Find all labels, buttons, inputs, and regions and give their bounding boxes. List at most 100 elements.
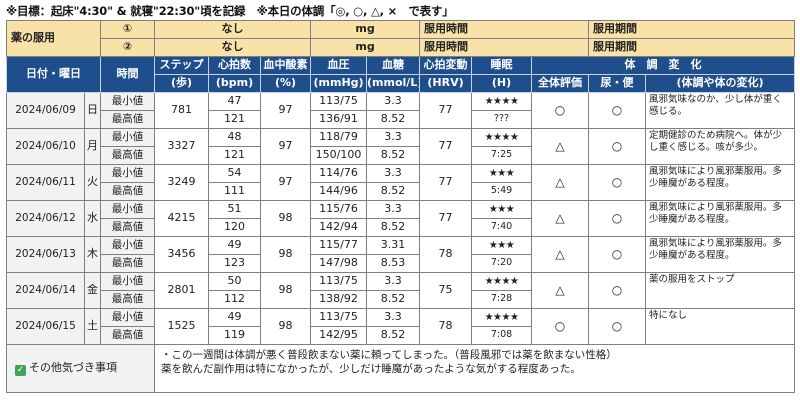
condition-memo: 特になし [645, 308, 796, 345]
sleep-stars: ★★★★ [471, 128, 533, 147]
day-of-week: 月 [84, 128, 101, 165]
day-of-week: 水 [84, 200, 101, 237]
spo2-value: 97 [259, 128, 312, 165]
heart-rate-max: 121 [208, 110, 261, 129]
sleep-stars: ★★★★ [471, 272, 533, 291]
condition-memo: 風邪気味により風邪薬服用。多少睡魔がある程度。 [645, 236, 796, 273]
day-date: 2024/06/15 [6, 308, 85, 345]
heart-rate-min: 49 [208, 308, 261, 327]
sleep-stars: ★★★ [471, 164, 533, 183]
blood-pressure-max: 150/100 [310, 146, 368, 165]
heart-rate-max: 120 [208, 218, 261, 237]
day-date: 2024/06/09 [6, 92, 85, 129]
day-of-week: 火 [84, 164, 101, 201]
header-glucose-unit: (mmol/L) [366, 74, 421, 93]
sleep-stars: ★★★★ [471, 308, 533, 327]
day-date: 2024/06/10 [6, 128, 85, 165]
header-condition-title: 体 調 変 化 [531, 56, 796, 75]
header-hrv: 心拍変動 [419, 56, 473, 75]
blood-pressure-min: 115/76 [310, 200, 368, 219]
steps-value: 3456 [154, 236, 209, 273]
blood-pressure-max: 142/94 [310, 218, 368, 237]
sleep-duration: ??? [471, 110, 533, 129]
header-row-2: (歩) (bpm) (%) (mmHg) (mmol/L) (HRV) (H) … [7, 74, 796, 93]
min-label: 最小値 [100, 200, 155, 219]
glucose-min: 3.3 [366, 128, 421, 147]
glucose-max: 8.52 [366, 146, 421, 165]
glucose-max: 8.52 [366, 326, 421, 345]
min-label: 最小値 [100, 272, 155, 291]
day-date: 2024/06/13 [6, 236, 85, 273]
heart-rate-min: 47 [208, 92, 261, 111]
blood-pressure-max: 144/96 [310, 182, 368, 201]
sleep-duration: 7:25 [471, 146, 533, 165]
sleep-duration: 7:40 [471, 218, 533, 237]
blood-pressure-min: 113/75 [310, 308, 368, 327]
steps-value: 4215 [154, 200, 209, 237]
hrv-value: 77 [419, 128, 473, 165]
overall-rating: △ [531, 128, 590, 165]
sleep-duration: 7:28 [471, 290, 533, 309]
glucose-max: 8.52 [366, 110, 421, 129]
heart-rate-max: 123 [208, 254, 261, 273]
medicine-name: なし [153, 20, 312, 39]
other-notes-row: ✓ その他気づき事項 ・この一週間は体調が悪く普段飲まない薬に頼ってしまった。（普段… [6, 344, 796, 393]
sleep-duration: 7:08 [471, 326, 533, 345]
other-notes-text: ・この一週間は体調が悪く普段飲まない薬に頼ってしまった。（普段風邪では薬を飲まな… [153, 344, 796, 393]
day-of-week: 土 [84, 308, 101, 345]
min-label: 最小値 [100, 164, 155, 183]
blood-pressure-max: 136/91 [310, 110, 368, 129]
medicine-label: 薬の服用 [6, 20, 101, 57]
heart-rate-max: 121 [208, 146, 261, 165]
heart-rate-min: 54 [208, 164, 261, 183]
max-label: 最高値 [100, 146, 155, 165]
other-notes-line: ・この一週間は体調が悪く普段飲まない薬に頼ってしまった。（普段風邪では薬を飲まな… [161, 349, 617, 361]
other-notes-label-text: その他気づき事項 [29, 360, 117, 374]
hrv-value: 78 [419, 236, 473, 273]
header-steps-unit: (歩) [154, 74, 209, 93]
glucose-min: 3.3 [366, 272, 421, 291]
medicine-time-label: 服用時間 [419, 38, 590, 57]
day-row-max: 最高値 121 136/91 8.52??? [7, 110, 795, 129]
blood-pressure-max: 138/92 [310, 290, 368, 309]
steps-value: 1525 [154, 308, 209, 345]
heart-rate-max: 112 [208, 290, 261, 309]
sleep-stars: ★★★ [471, 200, 533, 219]
glucose-min: 3.3 [366, 164, 421, 183]
medicine-unit: mg [310, 38, 421, 57]
max-label: 最高値 [100, 254, 155, 273]
spo2-value: 98 [259, 272, 312, 309]
medicine-unit: mg [310, 20, 421, 39]
blood-pressure-min: 113/75 [310, 272, 368, 291]
overall-rating: △ [531, 164, 590, 201]
spo2-value: 98 [259, 308, 312, 345]
condition-memo: 風邪気味なのか、少し体が重く感じる。 [645, 92, 796, 129]
header-overall: 全体評価 [531, 74, 590, 93]
heart-rate-max: 119 [208, 326, 261, 345]
glucose-max: 8.53 [366, 254, 421, 273]
medicine-row-2: ② なし mg 服用時間 服用期間 [7, 38, 796, 57]
header-sleep-unit: (H) [471, 74, 533, 93]
urine-rating: ○ [588, 128, 647, 165]
header-time: 時間 [100, 56, 155, 93]
header-blood-pressure: 血圧 [310, 56, 368, 75]
spo2-value: 97 [259, 164, 312, 201]
health-table: 薬の服用 ① なし mg 服用時間 服用期間 ② なし mg 服用時間 服用期間… [6, 20, 796, 393]
steps-value: 3327 [154, 128, 209, 165]
glucose-max: 8.52 [366, 182, 421, 201]
medicine-period-label: 服用期間 [588, 38, 796, 57]
heart-rate-min: 51 [208, 200, 261, 219]
min-label: 最小値 [100, 236, 155, 255]
medicine-row-1: 薬の服用 ① なし mg 服用時間 服用期間 [6, 20, 796, 57]
condition-memo: 薬の服用をストップ [645, 272, 796, 309]
header-row-1: 日付・曜日 時間 ステップ 心拍数 血中酸素 血圧 血糖 心拍変動 睡眠 体 調… [6, 56, 796, 93]
hrv-value: 75 [419, 272, 473, 309]
medicine-period-label: 服用期間 [588, 20, 796, 39]
header-steps: ステップ [154, 56, 209, 75]
urine-rating: ○ [588, 164, 647, 201]
steps-value: 3249 [154, 164, 209, 201]
header-spo2-unit: (%) [259, 74, 312, 93]
heart-rate-max: 111 [208, 182, 261, 201]
glucose-min: 3.3 [366, 308, 421, 327]
